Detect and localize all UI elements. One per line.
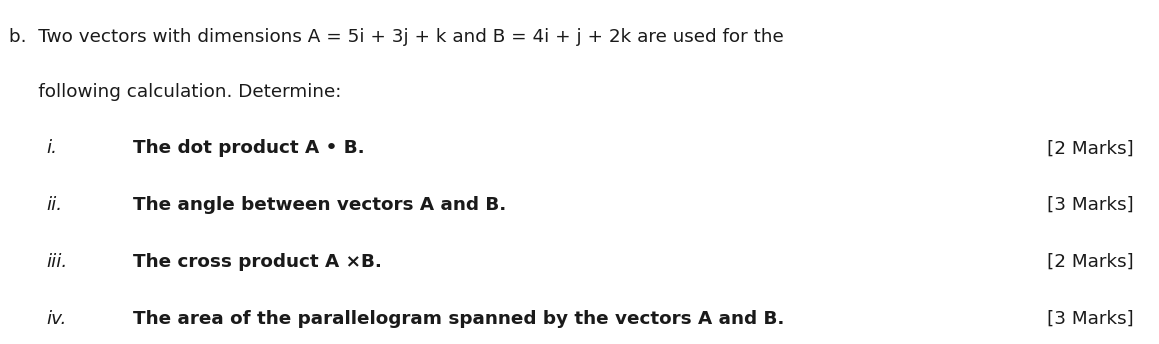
Text: i.: i. [46, 139, 57, 157]
Text: b.  Two vectors with dimensions A = 5i + 3j + k and B = 4i + j + 2k are used for: b. Two vectors with dimensions A = 5i + … [9, 28, 783, 45]
Text: [2 Marks]: [2 Marks] [1047, 139, 1134, 157]
Text: iii.: iii. [46, 253, 67, 271]
Text: [2 Marks]: [2 Marks] [1047, 253, 1134, 271]
Text: The cross product A ×B.: The cross product A ×B. [133, 253, 382, 271]
Text: iv.: iv. [46, 310, 67, 327]
Text: The angle between vectors A and B.: The angle between vectors A and B. [133, 196, 506, 214]
Text: The area of the parallelogram spanned by the vectors A and B.: The area of the parallelogram spanned by… [133, 310, 785, 327]
Text: [3 Marks]: [3 Marks] [1047, 310, 1134, 327]
Text: The dot product A • B.: The dot product A • B. [133, 139, 365, 157]
Text: following calculation. Determine:: following calculation. Determine: [9, 83, 342, 100]
Text: [3 Marks]: [3 Marks] [1047, 196, 1134, 214]
Text: ii.: ii. [46, 196, 63, 214]
